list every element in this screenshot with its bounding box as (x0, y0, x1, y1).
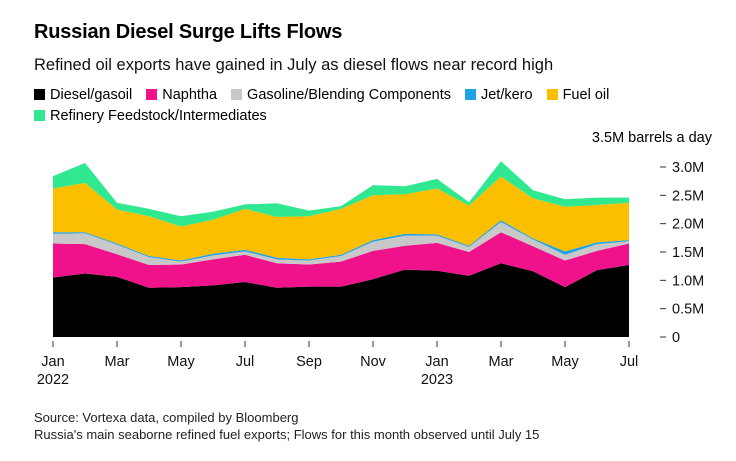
legend-swatch (34, 89, 45, 100)
legend-item-refinery-feedstock-intermediates: Refinery Feedstock/Intermediates (34, 106, 267, 127)
x-tick-label: May (167, 354, 195, 370)
area-naphtha (53, 232, 629, 288)
legend-label: Jet/kero (480, 87, 533, 103)
legend-item-gasoline-blending-components: Gasoline/Blending Components (231, 85, 451, 106)
area-diesel-gasoil (53, 263, 629, 337)
legend-label: Fuel oil (562, 87, 610, 103)
legend-item-jet-kero: Jet/kero (464, 85, 533, 106)
x-tick-label: Sep (296, 354, 322, 370)
legend-swatch (231, 89, 243, 100)
x-tick-label: Nov (360, 354, 387, 370)
x-tick-label: Mar (489, 354, 514, 370)
legend-item-fuel-oil: Fuel oil (546, 85, 610, 106)
legend-item-naphtha: Naphtha (146, 85, 217, 106)
y-tick-label: 2.0M (672, 217, 704, 233)
y-tick-label: 1.0M (672, 273, 704, 289)
y-tick-label: 3.0M (672, 160, 704, 176)
legend-label: Gasoline/Blending Components (247, 87, 451, 103)
x-tick-label: May (551, 354, 579, 370)
x-tick-label: Jul (236, 354, 255, 370)
y-tick-label: 1.5M (672, 245, 704, 261)
area-gasoline-blending-components (53, 222, 629, 265)
chart-title: Russian Diesel Surge Lifts Flows (34, 21, 343, 43)
legend-label: Diesel/gasoil (50, 87, 133, 103)
legend-swatch (146, 89, 158, 100)
source-note: Source: Vortexa data, compiled by Bloomb… (34, 410, 299, 425)
legend-swatch (34, 110, 45, 121)
legend-swatch (546, 89, 558, 100)
x-tick-year-label: 2022 (37, 372, 69, 388)
legend-swatch (464, 89, 476, 100)
legend-label: Refinery Feedstock/Intermediates (50, 108, 267, 124)
y-tick-label: 2.5M (672, 188, 704, 204)
legend-item-diesel-gasoil: Diesel/gasoil (34, 85, 132, 106)
y-axis-unit-label: 3.5M barrels a day (591, 130, 712, 146)
x-tick-label: Jan (425, 354, 448, 370)
chart-subtitle: Refined oil exports have gained in July … (34, 56, 554, 74)
y-tick-label: 0.5M (672, 302, 704, 318)
chart-legend: Diesel/gasoil Naphtha Gasoline/Blending Co… (34, 85, 724, 127)
legend-label: Naphtha (162, 87, 218, 103)
x-tick-year-label: 2023 (421, 372, 453, 388)
area-fuel-oil (53, 176, 629, 261)
x-tick-label: Jul (620, 354, 639, 370)
x-tick-label: Jan (41, 354, 64, 370)
footnote: Russia's main seaborne refined fuel expo… (34, 427, 540, 442)
y-tick-label: 0 (672, 330, 680, 346)
x-tick-label: Mar (105, 354, 130, 370)
